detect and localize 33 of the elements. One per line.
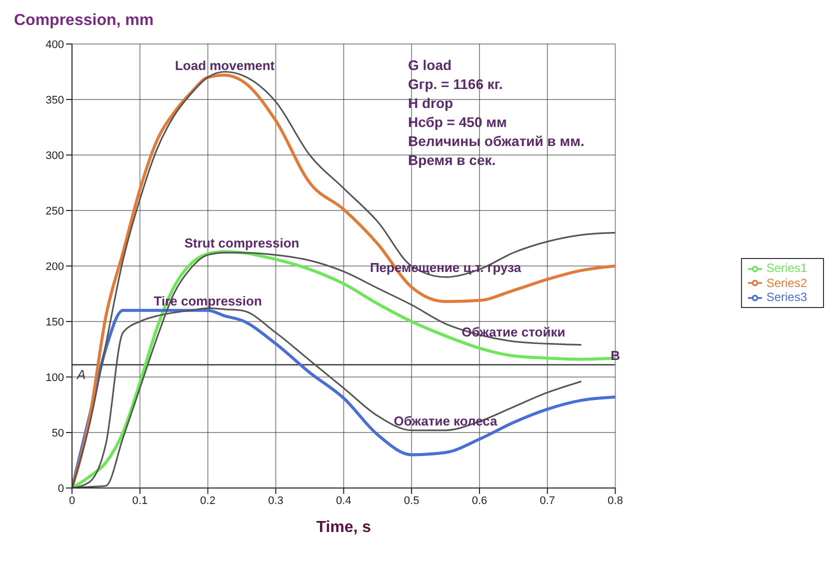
y-tick-label: 150 — [46, 316, 64, 328]
y-axis-title: Compression, mm — [14, 12, 154, 30]
y-tick-label: 100 — [46, 372, 64, 384]
y-tick-label: 0 — [58, 482, 64, 495]
legend-label: Series2 — [766, 276, 807, 290]
x-tick-label: 0.2 — [200, 494, 216, 507]
annotation: Load movement — [174, 58, 276, 74]
annotation: H drop — [408, 94, 454, 113]
x-tick-label: 0.4 — [336, 494, 352, 507]
annotation: Время в сек. — [408, 151, 497, 170]
x-tick-label: 0.7 — [540, 494, 556, 507]
x-tick-label: 0.6 — [472, 494, 488, 507]
annotation: G load — [408, 56, 453, 75]
x-tick-label: 0.3 — [268, 494, 284, 507]
y-tick-label: 50 — [52, 427, 64, 440]
y-tick-label: 350 — [46, 94, 64, 106]
y-tick-label: 200 — [46, 260, 64, 273]
x-tick-label: 0 — [68, 494, 76, 507]
y-tick-label: 400 — [46, 38, 64, 51]
x-axis-title: Time, s — [316, 519, 372, 536]
x-tick-label: 0.1 — [132, 494, 148, 507]
ref-line-label: A — [76, 367, 86, 382]
y-tick-label: 250 — [46, 205, 64, 218]
y-tick-label: 300 — [46, 150, 64, 162]
x-tick-label: 0.5 — [404, 494, 420, 507]
x-tick-label: 0.8 — [608, 494, 623, 507]
annotation: Hсбр = 450 мм — [408, 113, 508, 132]
annotation: Величины обжатий в мм. — [408, 132, 584, 151]
legend-label: Series1 — [766, 260, 807, 275]
legend-label: Series3 — [766, 290, 807, 304]
annotation: B — [610, 348, 620, 363]
annotation: Gгр. = 1166 кг. — [408, 75, 504, 94]
annotation: Strut compression — [184, 236, 300, 251]
